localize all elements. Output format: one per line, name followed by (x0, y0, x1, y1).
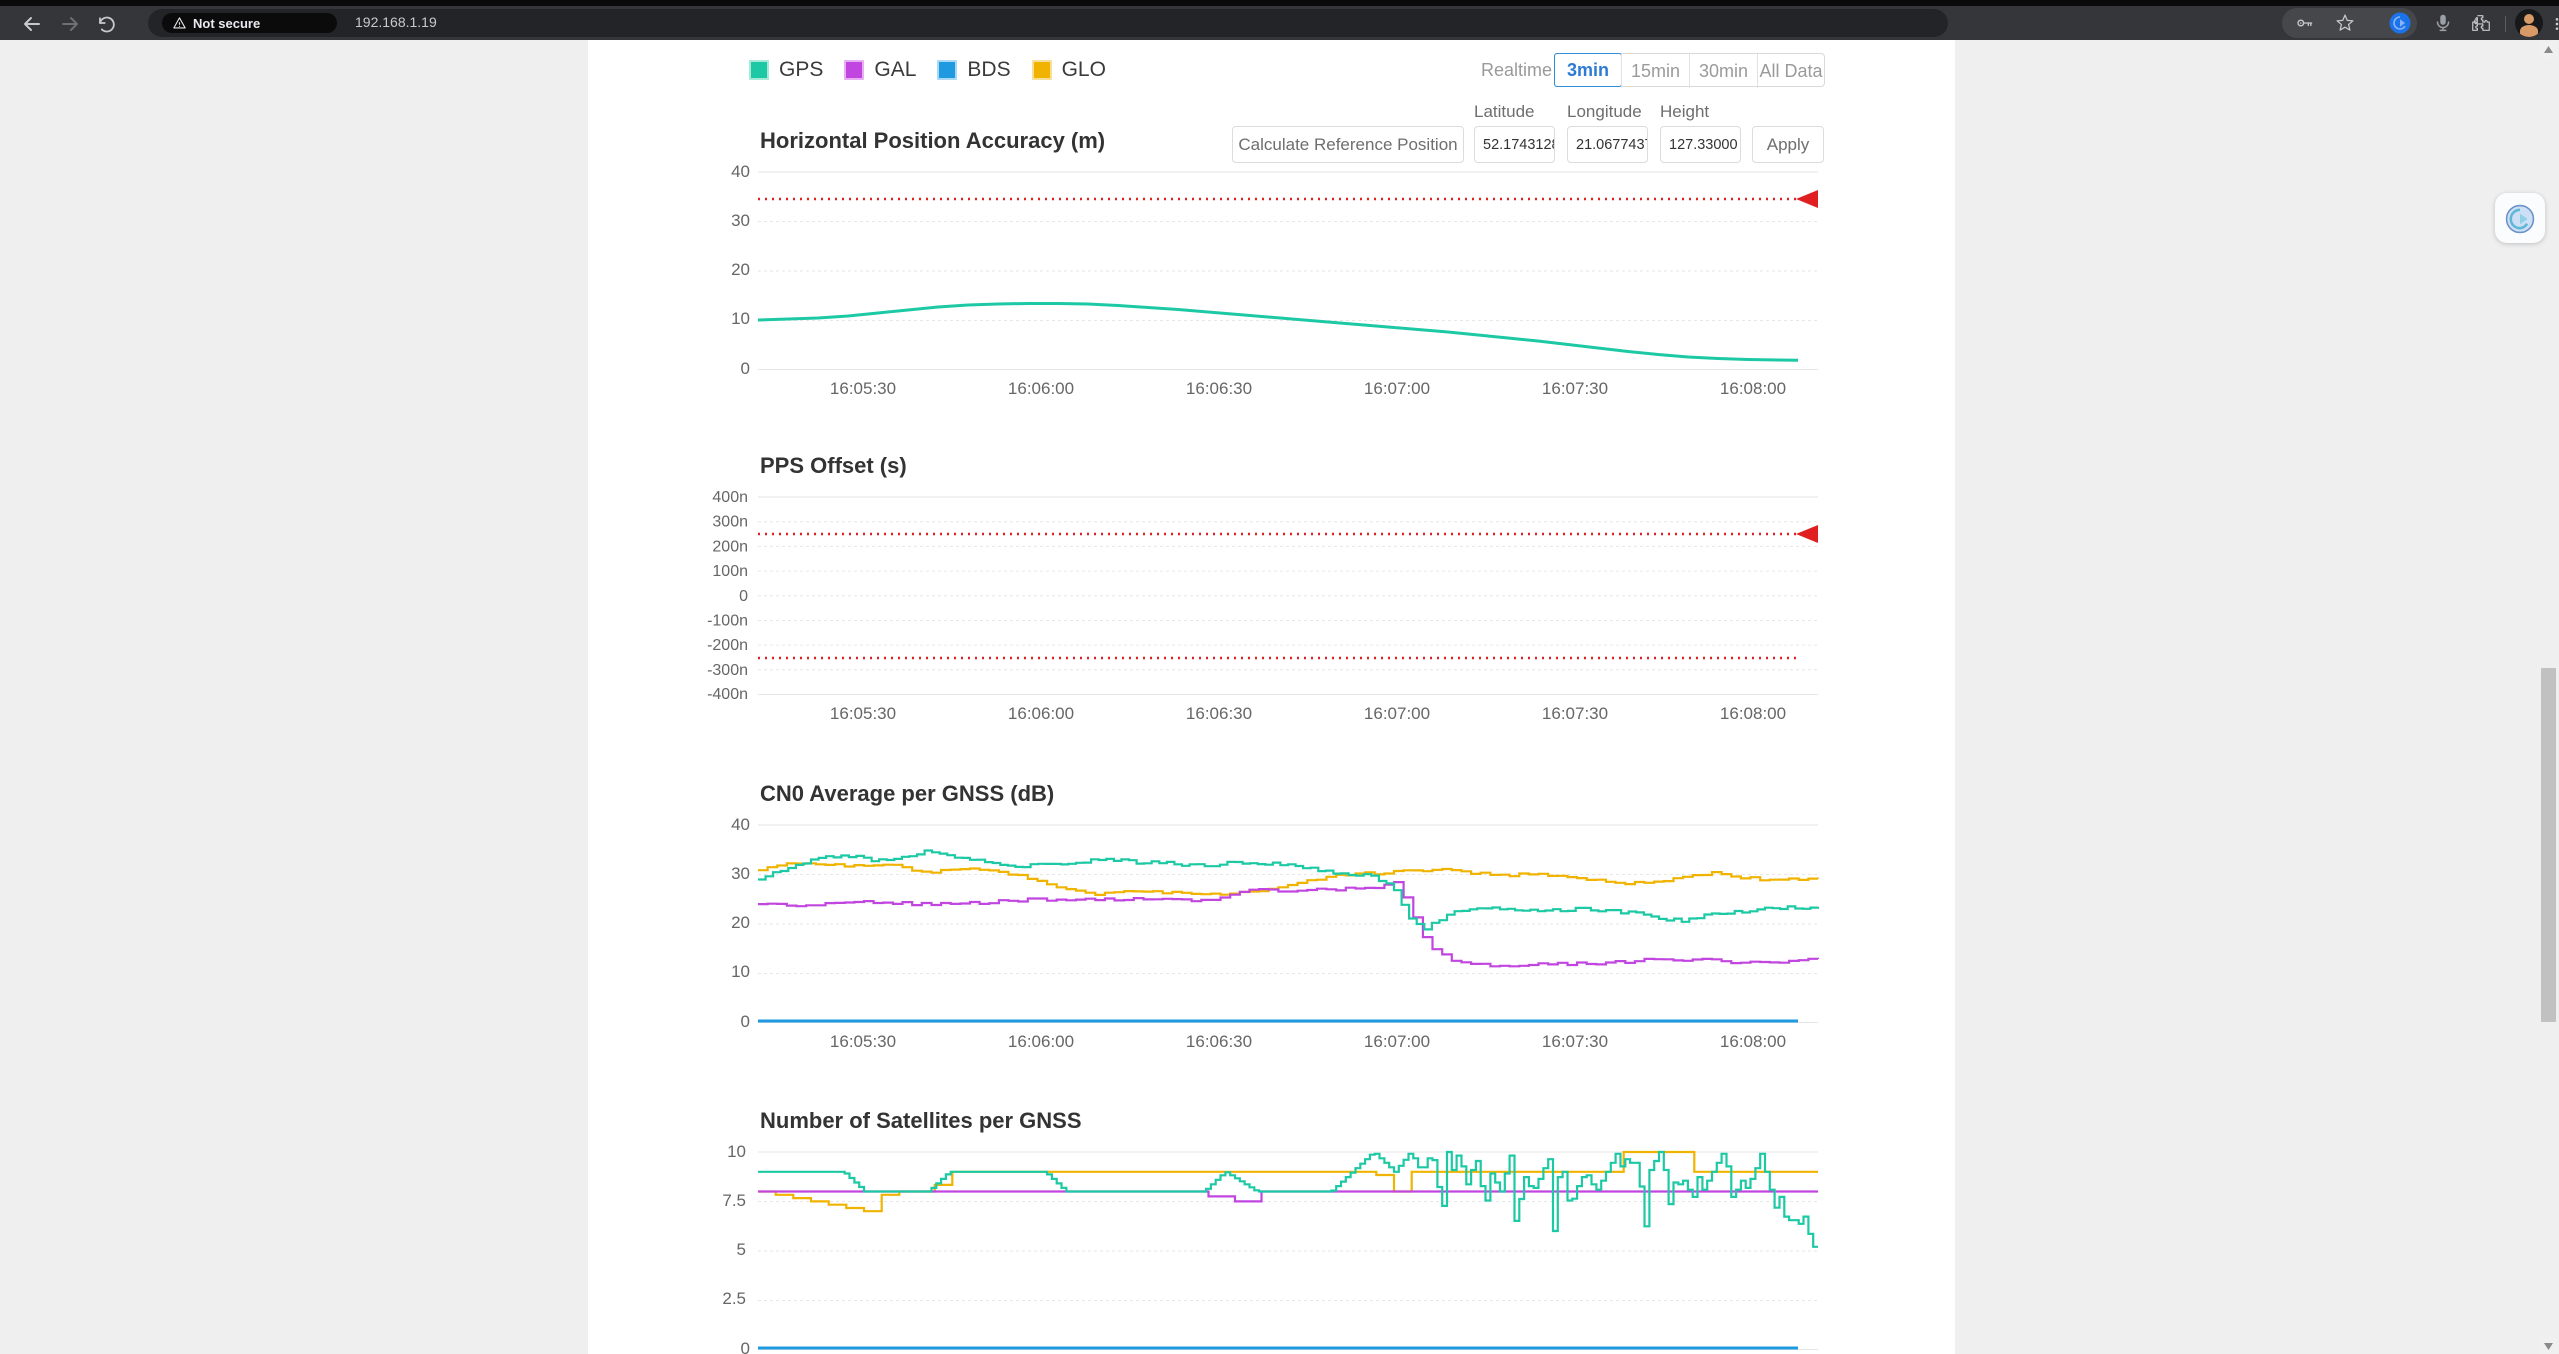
svg-text:16:06:00: 16:06:00 (1008, 1032, 1074, 1051)
svg-text:0: 0 (741, 359, 750, 378)
svg-text:16:06:00: 16:06:00 (1008, 704, 1074, 723)
svg-text:20: 20 (731, 260, 750, 279)
svg-text:2.5: 2.5 (722, 1289, 746, 1308)
svg-text:16:08:00: 16:08:00 (1720, 1032, 1786, 1051)
svg-text:5: 5 (737, 1240, 746, 1259)
svg-text:400n: 400n (712, 489, 748, 506)
svg-text:16:07:00: 16:07:00 (1364, 379, 1430, 398)
svg-text:-200n: -200n (707, 637, 748, 654)
svg-text:-100n: -100n (707, 613, 748, 630)
svg-text:16:07:00: 16:07:00 (1364, 704, 1430, 723)
svg-text:16:06:00: 16:06:00 (1008, 379, 1074, 398)
svg-text:16:05:30: 16:05:30 (830, 704, 896, 723)
svg-text:16:05:30: 16:05:30 (830, 379, 896, 398)
svg-text:10: 10 (727, 1142, 746, 1161)
svg-text:16:07:30: 16:07:30 (1542, 1032, 1608, 1051)
svg-text:16:06:30: 16:06:30 (1186, 1032, 1252, 1051)
svg-text:16:06:30: 16:06:30 (1186, 704, 1252, 723)
svg-text:16:07:00: 16:07:00 (1364, 1032, 1430, 1051)
svg-text:0: 0 (741, 1012, 750, 1031)
svg-text:16:05:30: 16:05:30 (830, 1032, 896, 1051)
svg-text:200n: 200n (712, 538, 748, 555)
svg-text:16:08:00: 16:08:00 (1720, 379, 1786, 398)
svg-text:40: 40 (731, 162, 750, 181)
svg-text:30: 30 (731, 864, 750, 883)
svg-text:16:06:30: 16:06:30 (1186, 379, 1252, 398)
svg-text:16:07:30: 16:07:30 (1542, 704, 1608, 723)
svg-text:30: 30 (731, 211, 750, 230)
svg-text:-400n: -400n (707, 686, 748, 703)
svg-text:100n: 100n (712, 563, 748, 580)
svg-text:16:08:00: 16:08:00 (1720, 704, 1786, 723)
svg-text:10: 10 (731, 962, 750, 981)
svg-text:10: 10 (731, 309, 750, 328)
svg-text:16:07:30: 16:07:30 (1542, 379, 1608, 398)
svg-text:0: 0 (741, 1339, 750, 1354)
svg-text:40: 40 (731, 815, 750, 834)
svg-text:0: 0 (739, 588, 748, 605)
svg-text:300n: 300n (712, 514, 748, 531)
svg-text:7.5: 7.5 (722, 1191, 746, 1210)
svg-text:20: 20 (731, 913, 750, 932)
svg-text:-300n: -300n (707, 662, 748, 679)
